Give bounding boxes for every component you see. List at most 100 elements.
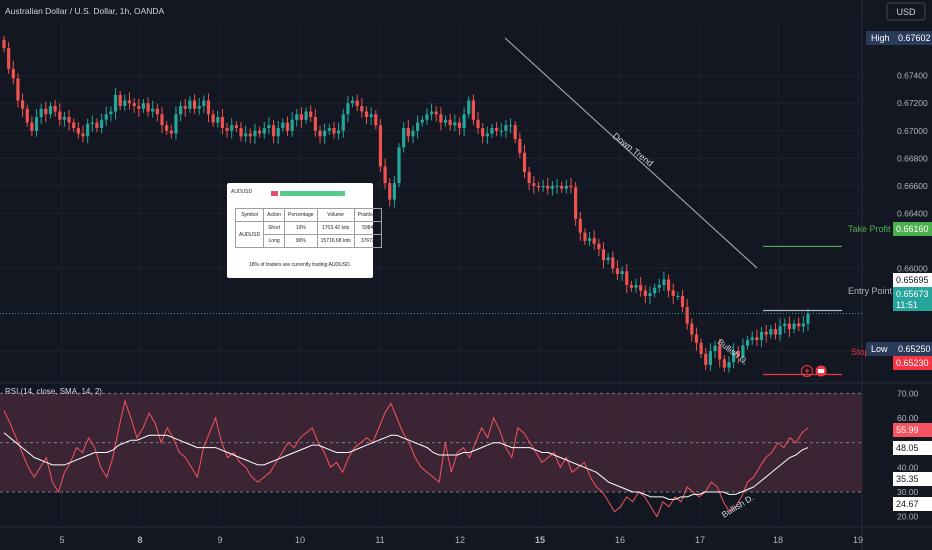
candle-body xyxy=(197,105,201,109)
alert-icons[interactable] xyxy=(801,365,827,377)
symbol-cell: AUDUSD xyxy=(234,221,265,248)
candle-body xyxy=(262,128,266,134)
candle-body xyxy=(295,114,299,120)
candle-body xyxy=(323,130,327,137)
sentiment-header-row: Symbol Action Percentage Volume Position… xyxy=(234,208,382,222)
y-tick-label: 0.66400 xyxy=(897,208,928,218)
candle-body xyxy=(699,342,703,354)
candle-body xyxy=(113,94,118,112)
candle-body xyxy=(174,114,178,134)
candle-body xyxy=(439,114,443,123)
sentiment-bar-long xyxy=(280,191,345,196)
candle-body xyxy=(67,117,71,123)
candle-body xyxy=(536,185,541,188)
rsi-line xyxy=(3,398,809,518)
candle-body xyxy=(332,128,336,134)
candle-body xyxy=(569,185,573,188)
sentiment-widget: AUDUSD Symbol Action Percentage Volume P… xyxy=(227,183,382,278)
candle-body xyxy=(392,183,396,200)
candle-body xyxy=(146,103,150,112)
candle-body xyxy=(745,340,750,346)
candles xyxy=(2,35,810,373)
candle-body xyxy=(615,268,620,274)
percentage-cell: 90% xyxy=(284,234,318,248)
header-volume: Volume xyxy=(316,208,355,222)
rsi-value-a: 55.99 xyxy=(896,425,919,435)
candle-body xyxy=(179,105,183,115)
candle-body xyxy=(406,128,410,137)
high-value: 0.67602 xyxy=(898,33,931,43)
calendar-icon-glyph xyxy=(818,369,824,373)
candle-body xyxy=(666,279,671,291)
x-tick-label: 10 xyxy=(295,535,305,545)
volume-cell: 1703.42 lots xyxy=(316,221,355,235)
candle-body xyxy=(732,351,736,363)
x-tick-label: 16 xyxy=(615,535,625,545)
candle-body xyxy=(467,100,471,115)
sentiment-card: Symbol Action Percentage Volume Position… xyxy=(230,203,382,275)
candle-body xyxy=(597,243,601,250)
header-percentage: Percentage xyxy=(284,208,318,222)
candle-body xyxy=(764,331,768,335)
candle-body xyxy=(160,114,164,126)
candle-body xyxy=(425,114,429,120)
candle-body xyxy=(769,329,773,335)
candle-body xyxy=(220,117,225,129)
candle-body xyxy=(546,185,550,189)
candle-body xyxy=(653,287,657,294)
candle-body xyxy=(434,111,438,115)
candle-body xyxy=(694,334,699,343)
rsi-y-tick-label: 70.00 xyxy=(897,388,919,398)
candle-body xyxy=(648,293,652,297)
candle-body xyxy=(485,133,489,137)
candle-body xyxy=(471,100,475,120)
candle-body xyxy=(574,187,578,219)
candle-body xyxy=(629,284,633,288)
flash-icon-glyph xyxy=(805,367,810,375)
table-row: AUDUSD Short 10% 1703.42 lots 5984 xyxy=(234,221,382,248)
candle-body xyxy=(704,353,708,365)
x-tick-label: 15 xyxy=(535,535,545,545)
candle-body xyxy=(151,108,155,112)
candle-body xyxy=(513,125,517,140)
candle-body xyxy=(583,232,587,241)
candle-body xyxy=(490,128,494,134)
rsi-badge-d: 24.67 xyxy=(893,497,932,511)
candle-body xyxy=(708,351,713,365)
currency-button[interactable]: USD xyxy=(896,7,916,17)
candle-body xyxy=(662,279,666,285)
x-tick-label: 17 xyxy=(695,535,705,545)
candle-body xyxy=(76,128,80,134)
stop-badge: 0.65230 xyxy=(893,356,932,370)
candle-body xyxy=(86,123,90,137)
candle-body xyxy=(53,105,57,112)
candle-body xyxy=(188,100,192,109)
candle-body xyxy=(787,323,792,330)
candle-body xyxy=(165,125,169,131)
candle-body xyxy=(587,238,592,241)
candle-body xyxy=(234,125,238,129)
candle-body xyxy=(499,130,503,132)
candle-body xyxy=(518,139,522,153)
candle-body xyxy=(230,125,234,131)
flash-icon xyxy=(801,365,813,377)
rsi-y-tick-label: 60.00 xyxy=(897,413,919,423)
candle-body xyxy=(95,122,99,129)
rsi-badge-b: 48.05 xyxy=(893,441,932,455)
candle-body xyxy=(773,329,778,335)
low-value: 0.65250 xyxy=(898,344,931,354)
candle-body xyxy=(48,105,53,115)
rsi-value-c: 35.35 xyxy=(896,474,919,484)
sentiment-bar-short xyxy=(271,191,278,196)
candle-body xyxy=(397,147,401,184)
candle-body xyxy=(620,271,624,274)
x-tick-label: 11 xyxy=(375,535,384,545)
candle-body xyxy=(801,323,805,327)
rsi-band xyxy=(0,392,862,493)
candle-body xyxy=(2,39,6,49)
candle-body xyxy=(555,185,559,187)
header-positions: Positions xyxy=(353,208,382,222)
candle-body xyxy=(532,183,536,186)
candle-body xyxy=(657,284,661,288)
